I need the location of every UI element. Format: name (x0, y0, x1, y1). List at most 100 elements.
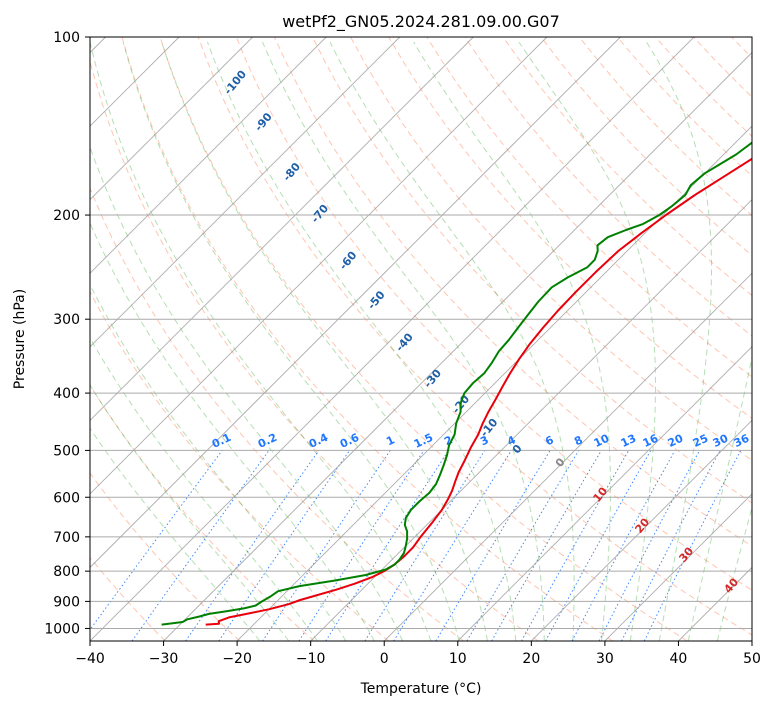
mixing-ratio-line (185, 450, 320, 641)
y-tick-label: 1000 (44, 621, 80, 637)
moist-adiabat-line (90, 384, 290, 641)
mixing-ratio-line (571, 450, 676, 641)
moist-adiabat-line (122, 41, 460, 641)
x-tick-label: 0 (380, 651, 389, 667)
isotherm-line (604, 493, 752, 641)
x-tick-label: −20 (222, 651, 252, 667)
mixing-ratio-line (325, 450, 450, 641)
isotherm-line (751, 640, 752, 641)
moist-adiabat-line (518, 41, 656, 641)
sounding-profiles (161, 141, 752, 626)
isotherm-line (236, 125, 752, 641)
moist-adiabat-label: -70 (309, 202, 332, 226)
y-tick-label: 600 (53, 490, 80, 506)
x-tick-label: 20 (522, 651, 540, 667)
x-tick-label: −10 (296, 651, 326, 667)
isotherm-line (90, 37, 327, 274)
x-axis: −40 −30 −20 −10 0 10 20 30 40 50 (75, 641, 761, 667)
dry-adiabat-label: 10 (590, 484, 610, 504)
isotherm-line (90, 37, 474, 421)
chart-title: wetPf2_GN05.2024.281.09.00.G07 (282, 12, 560, 32)
mixing-ratio-line (298, 450, 425, 641)
moist-adiabat-label: -30 (421, 367, 444, 391)
mixing-ratio-line (521, 450, 630, 641)
dry-adiabat-line (121, 37, 613, 641)
dry-adiabat-line (312, 37, 752, 504)
isotherm-line (90, 37, 253, 201)
mixing-ratio-label: 1 (384, 433, 396, 448)
mixing-ratio-line (643, 450, 742, 641)
y-tick-label: 700 (53, 530, 80, 546)
dry-adiabat-line (693, 37, 752, 98)
moist-adiabat-line (90, 427, 261, 641)
mixing-ratio-label: 0.4 (307, 431, 330, 451)
y-axis-label: Pressure (hPa) (12, 289, 28, 389)
mixing-ratio-lines (90, 450, 742, 641)
dry-adiabat-line (350, 37, 752, 461)
moist-adiabat-line (90, 283, 347, 641)
y-tick-label: 800 (53, 564, 80, 580)
mixing-ratio-label: 0.1 (210, 431, 233, 451)
isotherm-line (310, 199, 752, 641)
mixing-ratio-line (90, 450, 223, 631)
dry-adiabat-line (159, 37, 688, 641)
x-axis-label: Temperature (°C) (360, 681, 482, 697)
mixing-ratio-line (621, 450, 721, 641)
dry-adiabat-line (616, 37, 752, 177)
x-tick-label: −30 (149, 651, 179, 667)
isotherms (90, 37, 752, 641)
x-tick-label: −40 (75, 651, 105, 667)
moist-adiabat-line (90, 145, 404, 641)
isotherm-line (90, 37, 401, 348)
isotherm-line (90, 37, 621, 569)
moist-adiabat-line (262, 41, 545, 641)
y-axis: 100 200 300 400 500 600 700 800 900 1000 (44, 30, 90, 637)
moist-adiabat-line (207, 41, 517, 641)
mixing-ratio-label: 30 (711, 432, 731, 450)
y-tick-label: 100 (53, 30, 80, 46)
moist-adiabat-line (161, 41, 488, 641)
dry-adiabat-line (90, 290, 390, 641)
dry-adiabat-line (90, 59, 539, 641)
dry-adiabat-line (464, 37, 752, 337)
isotherm-line (90, 37, 548, 495)
dry-adiabat-line (90, 186, 464, 641)
mixing-ratio-label: 36 (732, 432, 752, 450)
mixing-ratio-line (393, 450, 512, 641)
mixing-ratio-line (364, 450, 486, 641)
dry-adiabat-line (731, 37, 752, 59)
x-tick-label: 50 (743, 651, 761, 667)
mixing-ratio-line (435, 450, 551, 641)
mixing-ratio-line (545, 450, 652, 641)
dry-adiabat-line (388, 37, 752, 419)
dry-adiabat-label: 40 (721, 575, 741, 595)
mixing-ratio-line (218, 450, 351, 641)
mixing-ratio-label: 10 (592, 432, 612, 450)
moist-adiabats (90, 41, 752, 641)
moist-adiabat-line (90, 336, 318, 641)
dry-adiabat-line (426, 37, 752, 378)
mixing-ratio-label: 20 (666, 432, 686, 450)
y-tick-label: 400 (53, 386, 80, 402)
y-tick-label: 500 (53, 443, 80, 459)
mixing-ratio-label: 8 (572, 433, 584, 448)
moist-adiabat-label: -60 (337, 249, 360, 273)
moist-adiabat-label: -50 (365, 288, 388, 312)
dry-adiabat-line (770, 37, 775, 641)
isopleth-labels: -100-90-80-70-60-50-40-30-20-10010203040… (210, 68, 752, 596)
mixing-ratio-label: 0.2 (256, 431, 279, 451)
moist-adiabat-label: -100 (221, 68, 249, 98)
isotherm-line (383, 272, 752, 641)
moist-adiabat-line (90, 221, 375, 641)
mixing-ratio-line (262, 450, 391, 641)
y-tick-label: 300 (53, 312, 80, 328)
dry-adiabat-line (273, 37, 752, 547)
plot-area: -100-90-80-70-60-50-40-30-20-10010203040… (90, 37, 775, 641)
mixing-ratio-label: 13 (619, 432, 638, 450)
x-tick-label: 30 (596, 651, 614, 667)
isotherm-line (531, 419, 752, 641)
y-tick-label: 200 (53, 208, 80, 224)
x-tick-label: 40 (670, 651, 688, 667)
moist-adiabat-line (329, 41, 575, 641)
